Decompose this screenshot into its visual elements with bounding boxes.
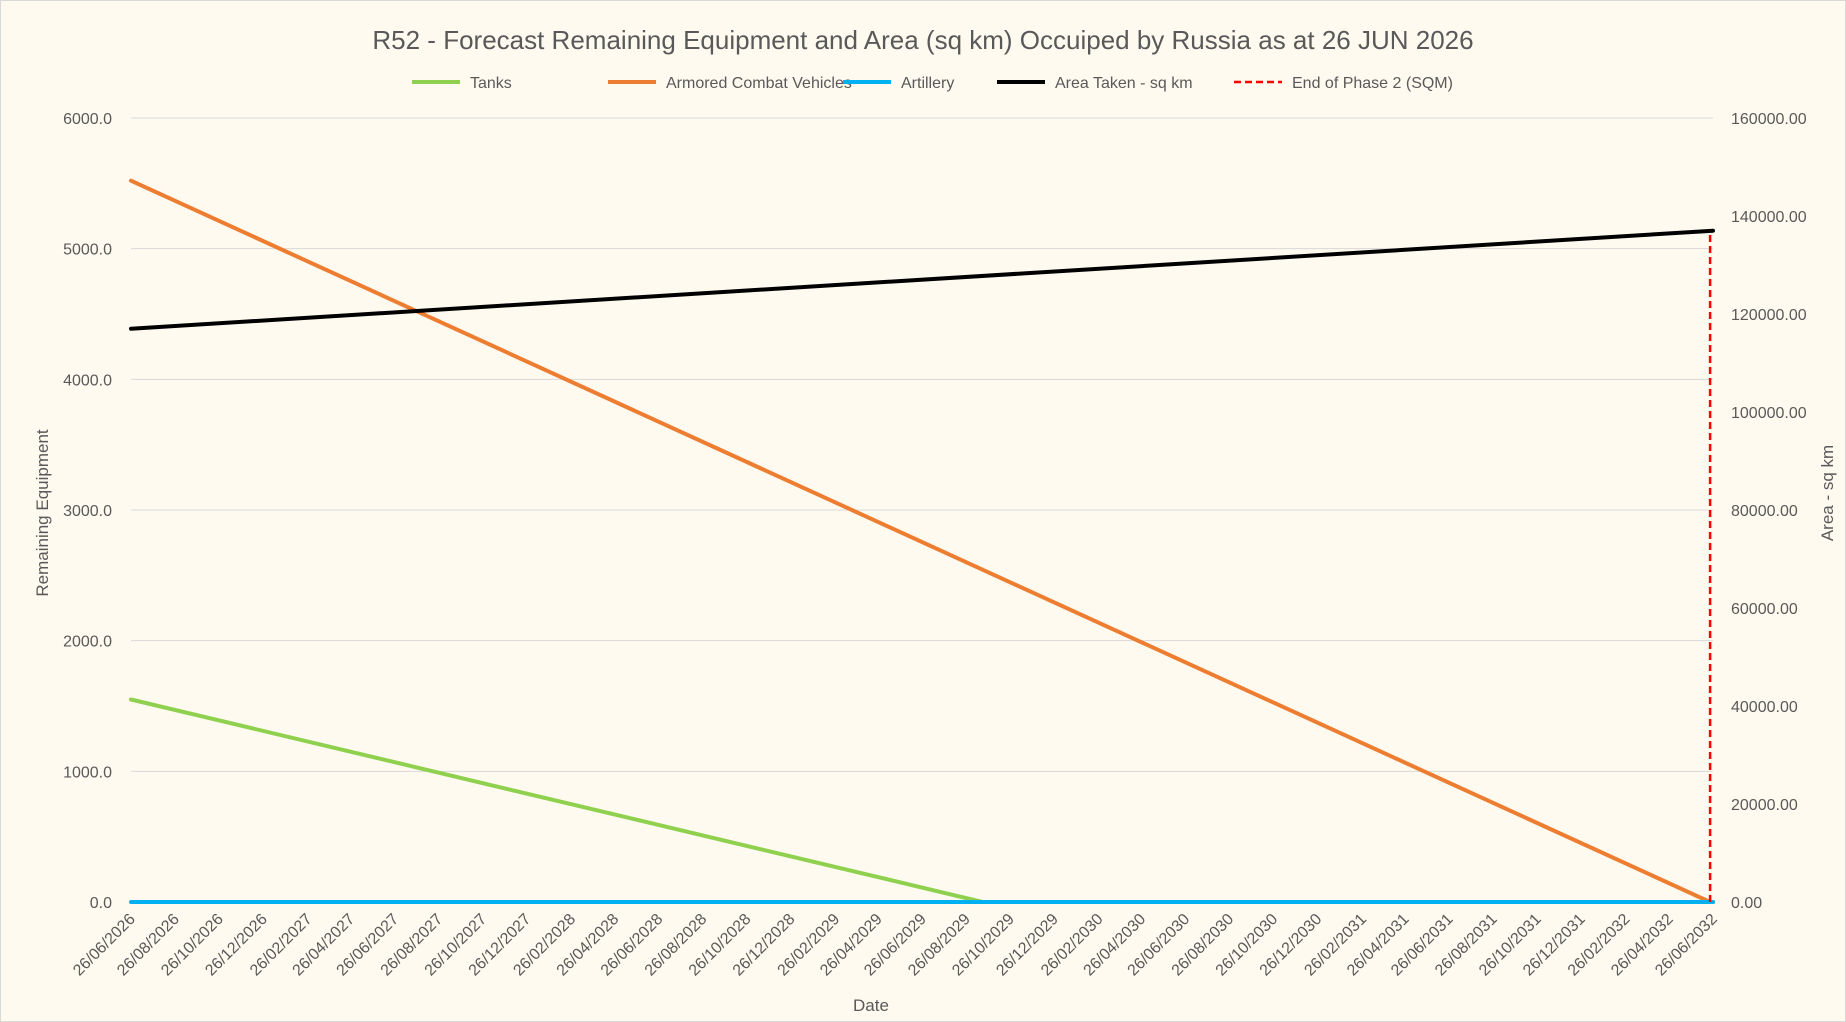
legend-label-end-of-phase-2-sqm: End of Phase 2 (SQM) [1292,75,1453,92]
legend: Tanks Armored Combat Vehicles Artillery Are… [412,75,1453,92]
legend-label-tanks: Tanks [470,75,512,92]
y2-tick-label: 120000.00 [1731,307,1807,324]
y-tick-label: 3000.0 [63,503,112,520]
y-tick-label: 2000.0 [63,634,112,651]
y-tick-label: 5000.0 [63,242,112,259]
y2-tick-label: 100000.00 [1731,405,1807,422]
y2-tick-label: 160000.00 [1731,111,1807,128]
y2-tick-label: 140000.00 [1731,209,1807,226]
y2-tick-label: 0.00 [1731,895,1762,912]
y-tick-label: 0.0 [90,895,112,912]
y-axis-left-title: Remaining Equipment [33,429,52,597]
y-axis-left-ticks: 0.0 1000.0 2000.0 3000.0 4000.0 5000.0 6000.0 [63,111,112,912]
legend-label-artillery: Artillery [901,75,954,92]
y-tick-label: 6000.0 [63,111,112,128]
x-axis-title: Date [853,996,889,1015]
y2-tick-label: 60000.00 [1731,601,1798,618]
y-tick-label: 1000.0 [63,764,112,781]
chart-title: R52 - Forecast Remaining Equipment and A… [372,25,1473,55]
y-tick-label: 4000.0 [63,372,112,389]
y2-tick-label: 40000.00 [1731,699,1798,716]
series-layer [129,178,1715,904]
y-axis-right-title: Area - sq km [1818,445,1837,541]
series-line-area-taken-sq-km [129,228,1715,331]
legend-label-area-taken-sq-km: Area Taken - sq km [1055,75,1193,92]
y2-tick-label: 20000.00 [1731,797,1798,814]
y-axis-right-ticks: 0.00 20000.00 40000.00 60000.00 80000.00 1000… [1731,111,1807,912]
legend-label-armored-combat-vehicles: Armored Combat Vehicles [666,75,852,92]
y2-tick-label: 80000.00 [1731,503,1798,520]
